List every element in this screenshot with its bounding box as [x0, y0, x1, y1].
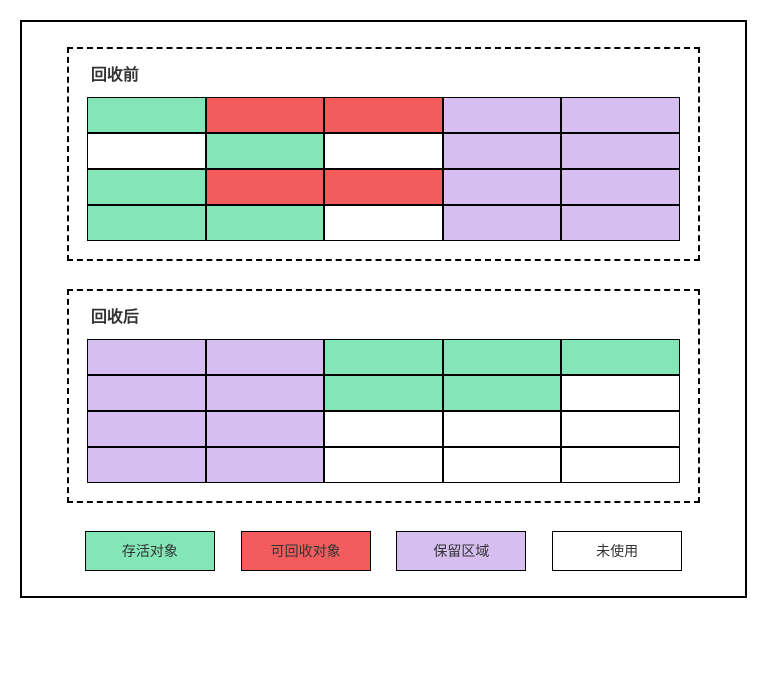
- grid-cell: [87, 411, 206, 447]
- legend-unused-label: 未使用: [596, 541, 638, 561]
- grid-cell: [206, 447, 325, 483]
- grid-cell: [443, 447, 562, 483]
- grid-before: [87, 97, 680, 241]
- grid-cell: [324, 339, 443, 375]
- section-after-title: 回收后: [87, 303, 680, 327]
- grid-cell: [324, 205, 443, 241]
- section-after: 回收后: [67, 289, 700, 503]
- grid-cell: [561, 411, 680, 447]
- grid-cell: [443, 339, 562, 375]
- grid-cell: [324, 447, 443, 483]
- grid-cell: [443, 375, 562, 411]
- legend-alive: 存活对象: [85, 531, 215, 571]
- grid-cell: [206, 375, 325, 411]
- legend-reserved-label: 保留区域: [433, 541, 489, 561]
- grid-cell: [443, 97, 562, 133]
- diagram-frame: 回收前 回收后 存活对象 可回收对象 保留区域 未使用: [20, 20, 747, 598]
- grid-cell: [324, 411, 443, 447]
- grid-cell: [443, 169, 562, 205]
- section-before-title: 回收前: [87, 61, 680, 85]
- legend-alive-label: 存活对象: [122, 541, 178, 561]
- grid-cell: [561, 205, 680, 241]
- legend-recyclable-label: 可回收对象: [271, 541, 341, 561]
- grid-cell: [87, 97, 206, 133]
- grid-cell: [206, 339, 325, 375]
- legend: 存活对象 可回收对象 保留区域 未使用: [67, 531, 700, 571]
- grid-cell: [324, 97, 443, 133]
- legend-unused: 未使用: [552, 531, 682, 571]
- grid-after: [87, 339, 680, 483]
- grid-cell: [87, 133, 206, 169]
- grid-cell: [206, 97, 325, 133]
- grid-cell: [561, 375, 680, 411]
- grid-cell: [87, 447, 206, 483]
- grid-cell: [87, 169, 206, 205]
- section-before: 回收前: [67, 47, 700, 261]
- grid-cell: [324, 133, 443, 169]
- grid-cell: [206, 133, 325, 169]
- grid-cell: [443, 205, 562, 241]
- grid-cell: [87, 375, 206, 411]
- grid-cell: [561, 169, 680, 205]
- grid-cell: [87, 205, 206, 241]
- grid-cell: [324, 169, 443, 205]
- grid-cell: [443, 133, 562, 169]
- grid-cell: [561, 447, 680, 483]
- grid-cell: [206, 169, 325, 205]
- grid-cell: [561, 339, 680, 375]
- legend-reserved: 保留区域: [396, 531, 526, 571]
- grid-cell: [561, 133, 680, 169]
- grid-cell: [324, 375, 443, 411]
- legend-recyclable: 可回收对象: [241, 531, 371, 571]
- grid-cell: [206, 411, 325, 447]
- grid-cell: [206, 205, 325, 241]
- grid-cell: [561, 97, 680, 133]
- grid-cell: [443, 411, 562, 447]
- grid-cell: [87, 339, 206, 375]
